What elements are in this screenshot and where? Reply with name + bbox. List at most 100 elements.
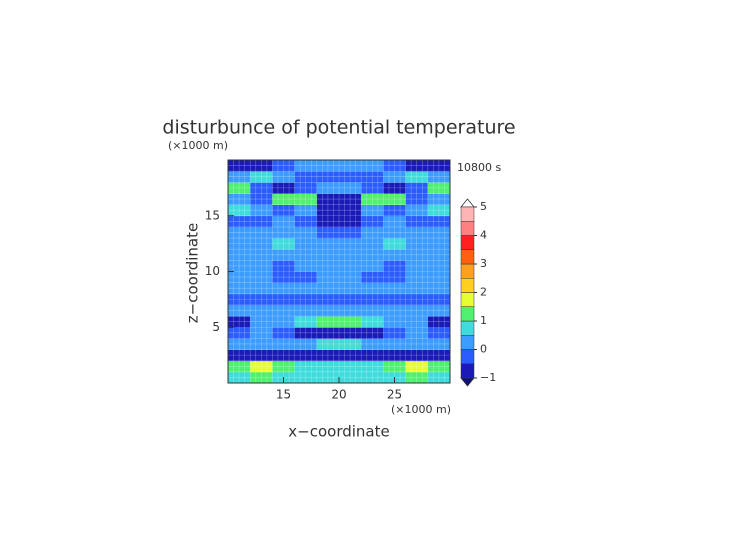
heat-cell bbox=[339, 327, 362, 339]
heat-cell bbox=[250, 204, 273, 217]
heat-cell bbox=[250, 338, 273, 350]
heat-cell bbox=[339, 215, 362, 228]
heat-cell bbox=[272, 249, 295, 261]
heat-cell bbox=[427, 371, 451, 384]
heat-cell bbox=[294, 193, 318, 205]
heat-cell bbox=[316, 338, 340, 350]
heat-cell bbox=[272, 271, 295, 284]
heat-cell bbox=[294, 249, 318, 261]
heat-cell bbox=[405, 338, 429, 350]
heat-cell bbox=[294, 226, 318, 239]
heat-cell bbox=[294, 316, 318, 328]
heat-cell bbox=[228, 171, 251, 183]
heat-cell bbox=[339, 293, 362, 306]
heat-cell bbox=[272, 226, 295, 239]
heat-cell bbox=[250, 182, 273, 194]
heat-cell bbox=[316, 260, 340, 272]
heat-cell bbox=[361, 360, 384, 373]
heat-cell bbox=[405, 360, 429, 373]
heat-cell bbox=[339, 171, 362, 183]
heat-cell bbox=[228, 293, 251, 306]
heat-cell bbox=[361, 293, 384, 306]
heat-cell bbox=[294, 282, 318, 295]
y-unit: (×1000 m) bbox=[168, 139, 228, 152]
heat-cell bbox=[383, 304, 406, 317]
heat-cell bbox=[228, 238, 251, 250]
colorbar-band bbox=[460, 263, 475, 279]
heat-cell bbox=[250, 293, 273, 306]
colorbar-band bbox=[460, 306, 475, 322]
heat-cell bbox=[294, 271, 318, 284]
heat-cell bbox=[228, 327, 251, 339]
heat-cell bbox=[361, 260, 384, 272]
heat-cell bbox=[405, 304, 429, 317]
heat-cell bbox=[361, 238, 384, 250]
heat-cell bbox=[250, 171, 273, 183]
heat-cell bbox=[228, 193, 251, 205]
heat-cell bbox=[294, 260, 318, 272]
heat-cell bbox=[405, 349, 429, 362]
heat-cell bbox=[405, 160, 429, 172]
colorbar-band bbox=[460, 335, 475, 350]
heat-cell bbox=[383, 360, 406, 373]
heat-cell bbox=[361, 304, 384, 317]
heat-cell bbox=[405, 193, 429, 205]
heat-cell bbox=[339, 260, 362, 272]
heat-cell bbox=[316, 371, 340, 384]
heat-cell bbox=[228, 338, 251, 350]
heat-cell bbox=[250, 193, 273, 205]
heat-cell bbox=[383, 327, 406, 339]
heat-cell bbox=[427, 304, 451, 317]
heat-cell bbox=[316, 360, 340, 373]
heat-cell bbox=[339, 338, 362, 350]
heat-cell bbox=[272, 204, 295, 217]
heat-cell bbox=[294, 171, 318, 183]
heat-cell bbox=[316, 293, 340, 306]
colorbar-extend-bottom bbox=[460, 377, 475, 387]
colorbar-tick-label: 0 bbox=[480, 343, 487, 356]
colorbar-tick-label: 3 bbox=[480, 257, 487, 270]
heat-cell bbox=[294, 304, 318, 317]
heat-cell bbox=[272, 304, 295, 317]
heat-cell bbox=[228, 249, 251, 261]
heat-cell bbox=[383, 249, 406, 261]
heat-cell bbox=[383, 193, 406, 205]
heat-cell bbox=[405, 226, 429, 239]
heat-cell bbox=[361, 193, 384, 205]
heat-cell bbox=[272, 338, 295, 350]
heat-cell bbox=[250, 349, 273, 362]
heat-cell bbox=[427, 204, 451, 217]
heat-cell bbox=[427, 327, 451, 339]
x-tick-label: 15 bbox=[276, 388, 291, 402]
heat-cell bbox=[339, 304, 362, 317]
heat-cell bbox=[228, 271, 251, 284]
heat-cell bbox=[316, 249, 340, 261]
heat-cell bbox=[383, 260, 406, 272]
y-tick-label: 15 bbox=[205, 208, 220, 222]
heat-cell bbox=[228, 316, 251, 328]
heat-cell bbox=[339, 204, 362, 217]
heat-cell bbox=[383, 182, 406, 194]
heat-cell bbox=[272, 360, 295, 373]
colorbar-extend-top bbox=[460, 198, 475, 208]
heat-cell bbox=[250, 360, 273, 373]
heat-cell bbox=[294, 371, 318, 384]
x-tick-label: 20 bbox=[331, 388, 346, 402]
heat-cell bbox=[294, 215, 318, 228]
heat-cell bbox=[228, 349, 251, 362]
heat-cell bbox=[383, 204, 406, 217]
colorbar-band bbox=[460, 249, 475, 265]
heat-cell bbox=[383, 282, 406, 295]
heat-cell bbox=[339, 238, 362, 250]
heat-cell bbox=[427, 271, 451, 284]
heat-cell bbox=[405, 260, 429, 272]
heat-cell bbox=[316, 204, 340, 217]
heat-cell bbox=[383, 338, 406, 350]
heat-cell bbox=[427, 215, 451, 228]
heat-cell bbox=[427, 226, 451, 239]
heat-cell bbox=[250, 215, 273, 228]
heat-cell bbox=[427, 171, 451, 183]
heat-cell bbox=[250, 282, 273, 295]
heat-cell bbox=[339, 182, 362, 194]
